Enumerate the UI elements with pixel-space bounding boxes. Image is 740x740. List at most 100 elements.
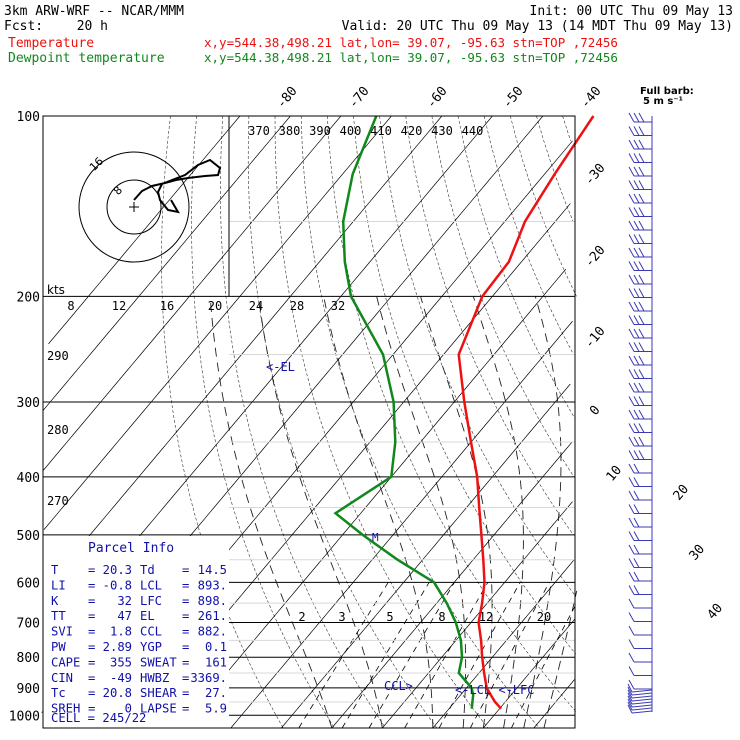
moist-adiabat-line xyxy=(523,296,562,729)
wind-barb xyxy=(628,369,652,379)
svg-text:=: = xyxy=(182,640,189,654)
dry-adiabat-line xyxy=(405,115,574,536)
wind-barb xyxy=(628,220,652,231)
svg-text:=: = xyxy=(182,563,189,577)
isotherm-line xyxy=(281,383,571,729)
dewpoint-legend: Dewpoint temperature xyxy=(8,51,165,66)
hodograph-speed-label: 24 xyxy=(249,299,263,313)
parcel-key: HWBZ xyxy=(140,671,169,685)
parcel-cell: CELL = 245/22 xyxy=(51,711,146,725)
theta-label: 270 xyxy=(47,494,69,508)
wind-barb xyxy=(628,531,652,541)
svg-text:=: = xyxy=(88,594,95,608)
parcel-value: 47 xyxy=(117,609,132,623)
isotherm-line xyxy=(230,320,573,729)
parcel-key: CIN xyxy=(51,671,73,685)
temperature-legend: Temperature xyxy=(8,36,94,51)
parcel-key: LFC xyxy=(140,594,162,608)
header: 3km ARW-WRF -- NCAR/MMM Init: 00 UTC Thu… xyxy=(4,4,733,66)
moist-adiabat-line xyxy=(376,296,467,729)
wind-barb xyxy=(628,598,652,609)
theta-label: 290 xyxy=(47,349,69,363)
parcel-value: 20.8 xyxy=(103,686,132,700)
hodograph-speed-label: 20 xyxy=(208,299,222,313)
isotherm-label: -80 xyxy=(274,84,301,112)
wind-barb-surface xyxy=(627,695,653,705)
svg-text:=: = xyxy=(182,686,189,700)
wind-barb xyxy=(628,585,652,595)
svg-text:=: = xyxy=(182,625,189,639)
wind-barb xyxy=(628,612,652,622)
moist-adiabat-line xyxy=(472,296,524,729)
wind-barb xyxy=(628,679,652,690)
parcel-value: 5.9 xyxy=(205,702,227,716)
wind-barbs xyxy=(627,112,653,714)
mixing-ratio-label: 12 xyxy=(479,610,493,624)
parcel-key: SHEAR xyxy=(140,686,177,700)
isotherm-label: -30 xyxy=(582,161,609,189)
parcel-info-title: Parcel Info xyxy=(88,541,174,556)
wind-barb xyxy=(628,315,652,325)
wind-barb xyxy=(628,180,652,190)
svg-text:=: = xyxy=(88,671,95,685)
mixing-ratio-label: 5 xyxy=(386,610,393,624)
mixing-ratio-line xyxy=(298,582,389,729)
isotherm-labels: -80 -70 -60 -50 -40 -30 -20 -10 0 10 20 30 40 xyxy=(274,84,726,623)
svg-text:=: = xyxy=(88,686,95,700)
isotherm-label: -60 xyxy=(424,84,451,112)
pressure-label: 100 xyxy=(17,110,40,125)
isotherm-line xyxy=(42,115,291,411)
parcel-info-panel: Parcel Info T = 20.3 Td = 14.5 LI = -0.8 LCL = 893.… xyxy=(43,536,229,728)
isotherm-line xyxy=(43,115,392,530)
temperature-trace xyxy=(457,115,595,710)
svg-text:=: = xyxy=(182,609,189,623)
moist-adiabat-line xyxy=(323,296,434,729)
parcel-key: SREH xyxy=(51,702,80,716)
wind-barb xyxy=(628,207,652,217)
dewpoint-trace xyxy=(333,115,475,709)
svg-text:=: = xyxy=(88,609,95,623)
parcel-value: 893. xyxy=(198,578,227,592)
pressure-label: 200 xyxy=(17,290,40,305)
el-marker: <-EL xyxy=(266,360,295,374)
hodograph-trace xyxy=(133,158,222,214)
wind-barb xyxy=(628,517,652,528)
hodograph-speed-label: 16 xyxy=(160,299,174,313)
moist-adiabat-line xyxy=(543,590,578,729)
svg-text:=: = xyxy=(88,655,95,669)
wind-barb-surface xyxy=(627,689,653,699)
isotherm-label: -20 xyxy=(582,243,609,271)
wind-barb xyxy=(628,409,652,420)
wind-barb xyxy=(628,544,652,555)
parcel-value: 261. xyxy=(198,609,227,623)
parcel-key: Td xyxy=(140,563,155,577)
pressure-tick-labels: 100 200 300 400 500 600 700 800 900 1000 xyxy=(9,110,40,724)
dry-adiabat-line xyxy=(300,115,540,729)
parcel-value: 27. xyxy=(205,686,227,700)
parcel-value: 0.1 xyxy=(205,640,227,654)
wind-barb xyxy=(628,112,652,123)
svg-text:=: = xyxy=(88,563,95,577)
isotherm-label: -40 xyxy=(578,84,605,112)
wind-barb xyxy=(628,342,652,352)
wind-barb xyxy=(628,247,652,258)
hodograph-speed-label: 28 xyxy=(290,299,304,313)
hodograph-top-label: 440 xyxy=(462,124,484,138)
mixing-ratio-label: 2 xyxy=(298,610,305,624)
wind-barb xyxy=(628,274,652,285)
parcel-value: 161 xyxy=(205,655,227,669)
dry-adiabat-line xyxy=(220,115,386,729)
temperature-location: x,y=544.38,498.21 lat,lon= 39.07, -95.63… xyxy=(204,35,618,50)
dry-adiabat-line xyxy=(274,115,489,729)
isotherm-label: 0 xyxy=(587,403,604,419)
wind-barb xyxy=(628,382,652,393)
svg-text:=: = xyxy=(182,578,189,592)
wind-barb xyxy=(628,328,652,339)
parcel-key: K xyxy=(51,594,59,608)
wind-barb xyxy=(628,153,652,163)
svg-text:=: = xyxy=(88,625,95,639)
isotherm-label: 20 xyxy=(671,482,693,504)
mixing-ratio-line xyxy=(404,582,489,729)
parcel-value: 1.8 xyxy=(110,625,132,639)
hodograph-speed-label: 8 xyxy=(67,299,74,313)
